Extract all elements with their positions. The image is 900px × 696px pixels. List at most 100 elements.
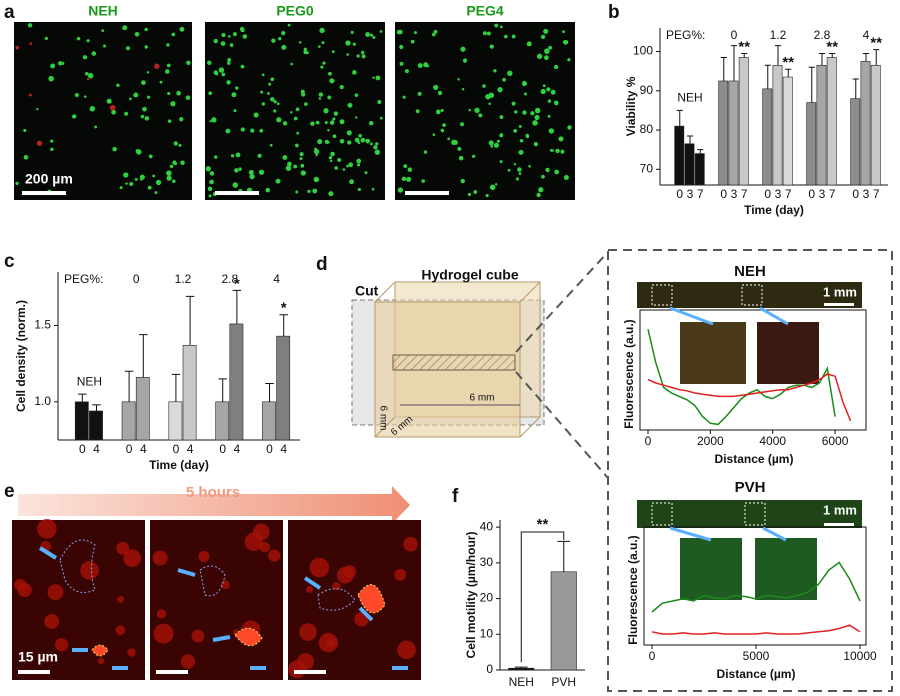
cell [547, 99, 552, 103]
cell [250, 128, 255, 133]
cell [323, 108, 329, 114]
cell [330, 151, 335, 157]
significance: ** [738, 38, 750, 55]
bar [215, 401, 230, 441]
image-title: PEG0 [276, 3, 314, 19]
arrow [38, 546, 408, 670]
scale-bar [824, 303, 854, 306]
cell [401, 176, 407, 182]
cell [296, 131, 300, 135]
cell [27, 23, 33, 28]
dimension-label: 6 mm [470, 393, 495, 404]
cell [499, 25, 503, 29]
cell [320, 65, 324, 69]
cell [377, 99, 382, 105]
x-axis-label: Distance (µm) [715, 452, 794, 466]
cell [482, 84, 486, 88]
x-tick-label: 0 [676, 187, 683, 201]
panel-letter: b [608, 2, 620, 23]
cell [342, 168, 346, 171]
cell [171, 32, 176, 37]
cell [309, 557, 330, 578]
cell [442, 123, 446, 128]
cell [134, 31, 140, 37]
cell [133, 92, 139, 98]
cell [116, 83, 120, 88]
cell [397, 640, 416, 660]
scale-bar-label: 15 µm [18, 649, 58, 665]
cell [209, 179, 214, 185]
cell [356, 158, 362, 164]
cell [261, 102, 265, 106]
micrograph [205, 22, 385, 200]
y-tick-label: 100 [633, 44, 653, 58]
cell [534, 107, 541, 114]
cell [329, 159, 333, 163]
cell [375, 75, 381, 81]
cell [327, 95, 332, 100]
cell [440, 108, 444, 112]
cell [321, 41, 325, 45]
error-bar [265, 382, 274, 402]
scale-bar-label: 200 µm [25, 171, 73, 187]
cell [458, 155, 464, 161]
cell [339, 85, 344, 90]
cell [208, 91, 213, 96]
inset-image [755, 538, 817, 600]
roi-box [651, 284, 673, 306]
cell [276, 102, 280, 106]
cut-label: Cut [355, 283, 379, 299]
y-tick-label: 0 [486, 662, 493, 676]
cell [253, 112, 259, 118]
x-tick-label: 0 [764, 187, 771, 201]
cell [15, 45, 20, 50]
cell [153, 623, 174, 644]
cell [226, 80, 231, 85]
cell [186, 60, 191, 66]
cell [50, 63, 56, 69]
cell [285, 165, 292, 171]
scale-bar [18, 670, 50, 674]
image-title: NEH [88, 3, 118, 19]
cell [402, 95, 406, 99]
cell [482, 31, 487, 36]
cell [417, 91, 422, 96]
cell [562, 30, 565, 34]
error-bar [697, 149, 704, 154]
cell [371, 187, 375, 191]
error-bar [185, 295, 195, 346]
x-tick-label: 7 [829, 187, 836, 201]
cell [14, 578, 27, 591]
series-line [647, 373, 852, 422]
cell [328, 191, 334, 197]
cell [146, 71, 150, 74]
bar [182, 345, 197, 441]
error-bar [124, 370, 134, 402]
cell [542, 84, 546, 88]
cell [519, 138, 524, 143]
cell [540, 34, 546, 40]
chart-title: PVH [735, 479, 766, 496]
bar [782, 76, 793, 186]
error-bar [92, 404, 101, 411]
cell [528, 164, 531, 168]
x-tick-label: 0 [649, 649, 656, 663]
cell [287, 161, 292, 167]
cell [156, 609, 167, 619]
group-label: NEH [677, 91, 702, 105]
cell [313, 176, 320, 183]
cell [198, 551, 210, 563]
cell [328, 71, 332, 76]
cell [227, 61, 231, 65]
cell [473, 190, 478, 194]
cell [494, 23, 499, 28]
cell [235, 86, 239, 90]
cell [530, 111, 535, 116]
cell [213, 38, 218, 44]
error-bar [808, 66, 815, 103]
cell-outline [91, 584, 386, 657]
bar [826, 57, 837, 186]
bar [870, 64, 881, 186]
cell [332, 134, 337, 139]
cell [513, 129, 518, 133]
